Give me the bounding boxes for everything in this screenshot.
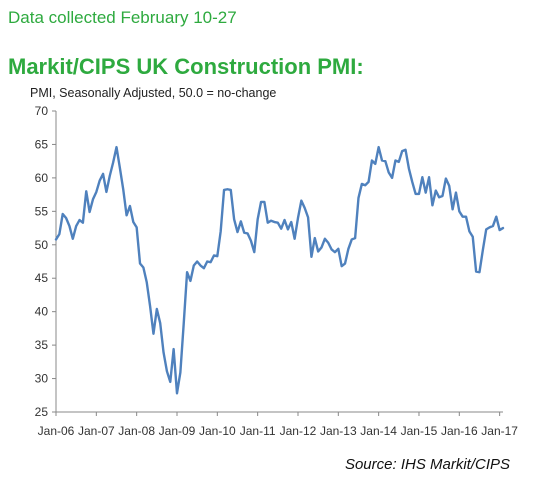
y-tick-label: 65	[35, 137, 49, 151]
y-tick-label: 40	[35, 305, 49, 319]
x-tick-label: Jan-17	[481, 424, 518, 438]
x-tick-label: Jan-07	[78, 424, 115, 438]
source-note: Source: IHS Markit/CIPS	[344, 456, 510, 473]
x-tick-label: Jan-13	[320, 424, 357, 438]
y-tick-label: 55	[35, 204, 49, 218]
x-tick-label: Jan-09	[159, 424, 196, 438]
y-tick-label: 50	[35, 238, 49, 252]
collection-note: Data collected February 10-27	[8, 8, 237, 27]
x-tick-label: Jan-08	[118, 424, 155, 438]
x-tick-label: Jan-12	[280, 424, 317, 438]
x-axis: Jan-06 Jan-07 Jan-08 Jan-09 Jan-10 Jan-11 Jan-…	[38, 411, 518, 438]
y-tick-label: 45	[35, 271, 49, 285]
y-tick-label: 25	[35, 405, 49, 419]
chart-title: Markit/CIPS UK Construction PMI:	[8, 54, 364, 79]
y-tick-label: 60	[35, 171, 49, 185]
y-tick-label: 35	[35, 338, 49, 352]
x-tick-label: Jan-11	[240, 424, 276, 438]
x-tick-label: Jan-16	[441, 424, 478, 438]
y-axis: 25 30 35 40 45 50 55 60 65 70	[35, 104, 57, 419]
pmi-series-line	[54, 145, 505, 395]
x-tick-label: Jan-10	[199, 424, 236, 438]
x-tick-label: Jan-06	[38, 424, 75, 438]
x-tick-label: Jan-15	[401, 424, 438, 438]
x-tick-label: Jan-14	[360, 424, 397, 438]
series-layer	[54, 145, 505, 395]
y-tick-label: 30	[35, 372, 49, 386]
y-tick-label: 70	[35, 104, 49, 118]
chart-subtitle: PMI, Seasonally Adjusted, 50.0 = no-chan…	[30, 86, 277, 100]
